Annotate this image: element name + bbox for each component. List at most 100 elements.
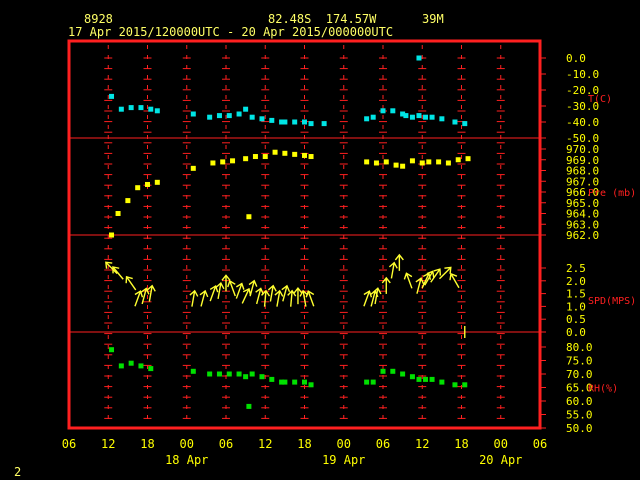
data-point-temp xyxy=(154,108,160,114)
data-point-rh xyxy=(400,371,406,377)
data-point-rh xyxy=(236,371,242,377)
wind-arrow xyxy=(281,284,291,302)
wind-arrow xyxy=(235,282,245,299)
data-point-temp xyxy=(259,116,265,122)
x-day-label: 18 Apr xyxy=(165,453,208,467)
data-point-temp xyxy=(269,117,275,123)
x-day-label: 19 Apr xyxy=(322,453,365,467)
data-point-pres xyxy=(145,181,150,187)
wind-arrow xyxy=(248,279,258,297)
data-point-rh xyxy=(302,379,307,385)
data-point-rh xyxy=(429,376,435,382)
data-point-rh xyxy=(207,371,213,377)
data-point-pres xyxy=(135,185,141,191)
data-point-temp xyxy=(216,113,222,119)
data-point-pres xyxy=(455,157,461,163)
page-number: 2 xyxy=(14,465,22,479)
wind-arrow xyxy=(189,289,199,307)
data-point-rh xyxy=(364,379,370,385)
y-tick-label-rh: 75.0 xyxy=(566,355,593,368)
data-point-pres xyxy=(308,154,314,160)
data-point-temp xyxy=(109,93,115,99)
x-tick-label: 00 xyxy=(494,437,508,451)
x-tick-label: 12 xyxy=(258,437,272,451)
y-tick-label-rh: 80.0 xyxy=(566,341,593,354)
x-tick-label: 18 xyxy=(140,437,154,451)
wind-arrow xyxy=(388,261,398,279)
data-point-pres xyxy=(426,159,432,165)
data-point-pres xyxy=(465,156,471,162)
y-tick-label-pres: 965.0 xyxy=(566,197,599,210)
data-point-rh xyxy=(462,382,468,388)
data-point-temp xyxy=(226,113,232,119)
data-point-pres xyxy=(292,151,298,157)
data-point-temp xyxy=(364,116,370,122)
wind-arrow xyxy=(299,289,309,307)
wind-arrow xyxy=(140,287,150,305)
y-tick-label-pres: 963.0 xyxy=(566,218,599,231)
data-point-pres xyxy=(272,149,278,155)
data-point-pres xyxy=(154,179,160,185)
data-point-rh xyxy=(452,382,458,388)
wind-arrow xyxy=(134,290,144,307)
y-tick-label-temp: -30.0 xyxy=(566,100,599,113)
data-point-pres xyxy=(409,158,415,164)
data-point-temp xyxy=(308,121,314,127)
data-point-rh xyxy=(128,360,134,366)
data-point-temp xyxy=(429,114,435,120)
y-tick-label-temp: -50.0 xyxy=(566,132,599,145)
data-point-pres xyxy=(243,156,249,162)
x-tick-label: 00 xyxy=(180,437,194,451)
data-point-rh xyxy=(292,379,298,385)
data-point-temp xyxy=(292,119,298,125)
data-point-pres xyxy=(246,214,252,220)
wind-arrow xyxy=(287,289,297,307)
data-point-temp xyxy=(416,55,422,61)
data-point-pres xyxy=(252,154,258,160)
wind-arrow xyxy=(394,253,404,271)
wind-arrow xyxy=(241,287,252,304)
data-point-temp xyxy=(148,106,154,112)
data-point-rh xyxy=(190,368,196,374)
data-point-rh xyxy=(439,379,445,385)
y-tick-label-pres: 967.0 xyxy=(566,175,599,188)
wind-arrow xyxy=(261,289,271,307)
data-point-temp xyxy=(282,119,288,125)
data-point-pres xyxy=(419,160,425,166)
panel-label-pres: Pre (mb) xyxy=(588,188,636,199)
data-point-pres xyxy=(400,163,406,169)
data-point-rh xyxy=(246,403,252,409)
data-point-rh xyxy=(249,371,255,377)
y-tick-label-rh: 70.0 xyxy=(566,368,593,381)
data-point-pres xyxy=(109,232,115,238)
wind-arrow xyxy=(363,290,373,307)
wind-arrow xyxy=(415,277,425,294)
station-id: 8928 xyxy=(84,12,113,26)
y-tick-label-spd: 2.5 xyxy=(566,262,586,275)
data-point-pres xyxy=(302,152,307,158)
wind-arrow xyxy=(293,287,303,305)
panel-label-temp: T(C) xyxy=(588,94,612,105)
wind-arrow xyxy=(209,285,219,302)
data-point-rh xyxy=(409,374,415,380)
data-point-temp xyxy=(190,111,196,117)
wind-arrow xyxy=(372,287,382,305)
data-point-temp xyxy=(409,114,415,120)
panel-label-spd: SPD(MPS) xyxy=(588,296,636,307)
x-tick-label: 06 xyxy=(62,437,76,451)
y-tick-label-spd: 1.5 xyxy=(566,288,586,301)
data-point-rh xyxy=(118,363,124,369)
wind-arrow xyxy=(255,287,264,305)
data-point-temp xyxy=(207,114,213,120)
y-tick-label-temp: -20.0 xyxy=(566,84,599,97)
data-point-rh xyxy=(423,376,429,382)
panel-label-rh: RH(%) xyxy=(588,384,618,395)
y-tick-label-pres: 968.0 xyxy=(566,165,599,178)
data-point-pres xyxy=(262,154,268,160)
data-point-temp xyxy=(390,108,396,114)
data-point-temp xyxy=(403,113,409,119)
wind-arrow xyxy=(199,289,209,307)
data-point-temp xyxy=(321,121,327,127)
x-tick-label: 18 xyxy=(454,437,468,451)
